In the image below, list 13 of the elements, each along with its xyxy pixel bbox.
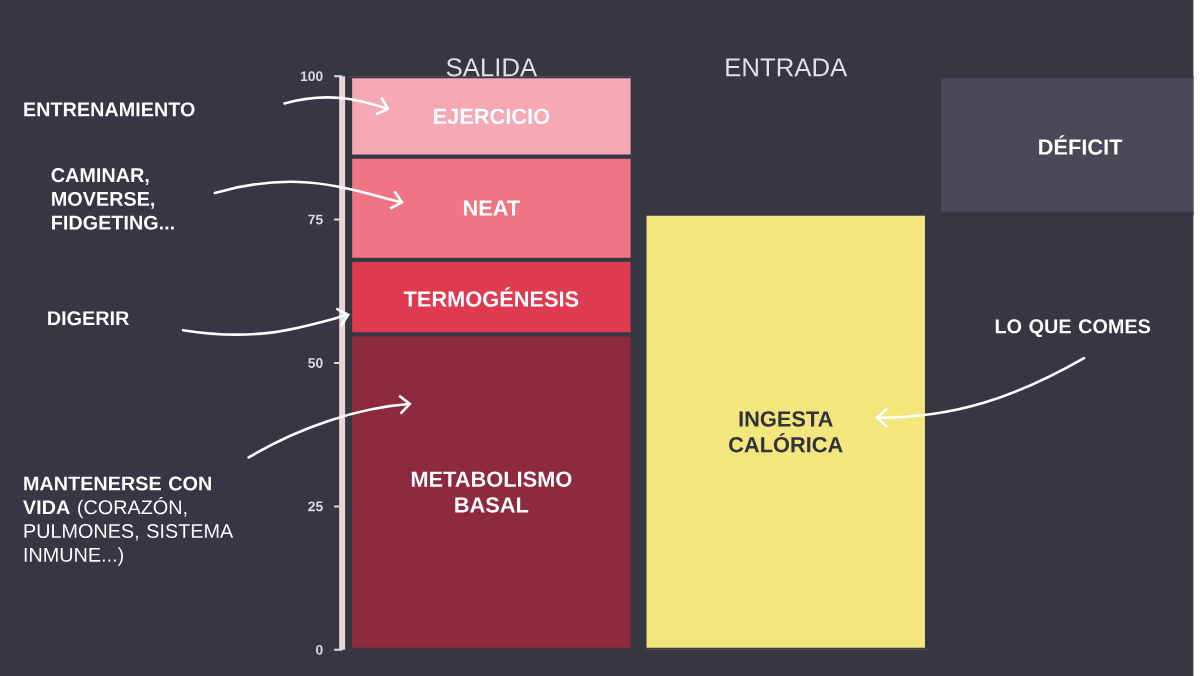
annotation: LO QUE COMES — [995, 319, 1151, 337]
series-label: EJERCICIO — [434, 108, 550, 124]
text: DIGERIR — [48, 311, 129, 326]
series-label: METABOLISMO BASAL — [411, 471, 572, 513]
text: ENTRENAMIENTO — [24, 102, 195, 117]
text: MANTENERSE CON VIDA (CORAZÓN, PULMONES, SISTEMA INMUNE...) — [23, 476, 234, 566]
series-label: INGESTA CALÓRICA — [729, 411, 843, 453]
text: CAMINAR, MOVERSE, FIDGETING... — [51, 167, 174, 230]
series-label: TERMOGÉNESIS — [403, 287, 579, 307]
series-label: DÉFICIT — [1039, 135, 1123, 155]
series-label: NEAT — [463, 200, 520, 216]
x-tick-label: SALIDA — [446, 58, 538, 77]
x-tick-label: ENTRADA — [726, 58, 848, 77]
